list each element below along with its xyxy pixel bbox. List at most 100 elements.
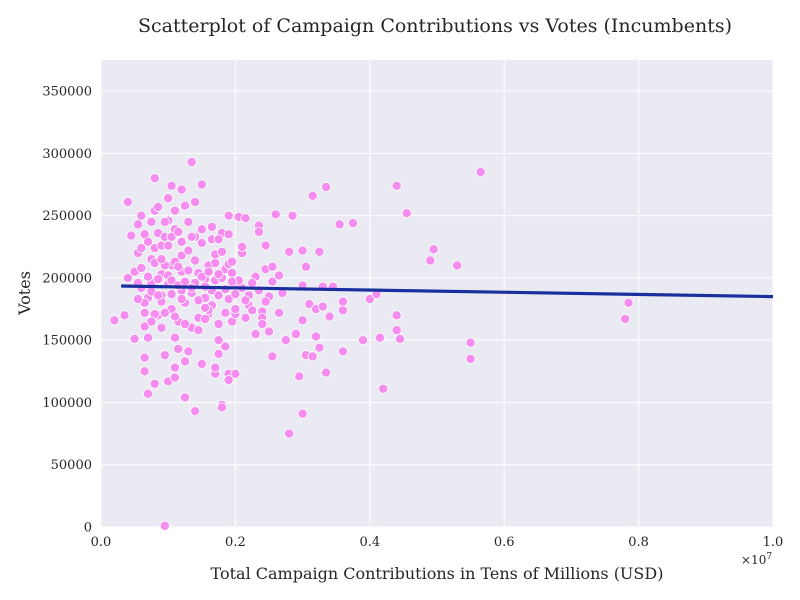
x-axis-label: Total Campaign Contributions in Tens of … — [211, 564, 664, 583]
data-point — [337, 296, 348, 307]
data-point — [475, 167, 486, 178]
data-point — [280, 335, 291, 346]
data-point — [284, 428, 295, 439]
chart-title: Scatterplot of Campaign Contributions vs… — [138, 15, 732, 37]
data-point — [311, 331, 322, 342]
data-point — [465, 337, 476, 348]
data-point — [126, 230, 137, 241]
data-point — [227, 276, 238, 287]
data-point — [317, 301, 328, 312]
data-point — [143, 332, 154, 343]
data-point — [163, 193, 174, 204]
data-point — [159, 307, 170, 318]
data-point — [169, 332, 180, 343]
data-point — [109, 315, 120, 326]
data-point — [452, 260, 463, 271]
y-tick-label: 250000 — [42, 209, 92, 224]
data-point — [304, 299, 315, 310]
data-point — [196, 179, 207, 190]
data-point — [213, 234, 224, 245]
data-point — [143, 388, 154, 399]
data-point — [186, 157, 197, 168]
data-point — [193, 325, 204, 336]
data-point — [620, 314, 631, 325]
data-point — [230, 304, 241, 315]
x-tick-label: 1.0 — [763, 535, 784, 550]
data-point — [253, 226, 264, 237]
data-point — [240, 312, 251, 323]
y-tick-label: 150000 — [42, 334, 92, 349]
data-point — [230, 368, 241, 379]
data-point — [173, 261, 184, 272]
data-point — [307, 190, 318, 201]
data-point — [149, 173, 160, 184]
data-point — [321, 367, 332, 378]
data-point — [122, 272, 133, 283]
x-axis-offset-exponent: 7 — [766, 552, 772, 562]
data-point — [220, 341, 231, 352]
y-tick-label: 200000 — [42, 271, 92, 286]
data-point — [143, 236, 154, 247]
data-point — [378, 383, 389, 394]
data-point — [425, 255, 436, 266]
data-point — [213, 335, 224, 346]
data-point — [395, 333, 406, 344]
data-point — [136, 262, 147, 273]
data-point — [163, 240, 174, 251]
scatter-points — [109, 157, 634, 531]
data-point — [297, 245, 308, 256]
data-point — [200, 314, 211, 325]
data-point — [223, 229, 234, 240]
data-point — [139, 307, 150, 318]
data-point — [428, 244, 439, 255]
data-point — [314, 246, 325, 257]
data-point — [337, 305, 348, 316]
data-point — [374, 332, 385, 343]
data-point — [173, 226, 184, 237]
data-point — [213, 269, 224, 280]
data-point — [196, 238, 207, 249]
x-tick-label: 0.6 — [494, 535, 515, 550]
data-point — [213, 319, 224, 330]
data-point — [169, 362, 180, 373]
data-point — [270, 209, 281, 220]
data-point — [267, 351, 278, 362]
data-point — [169, 311, 180, 322]
data-point — [287, 210, 298, 221]
data-point — [324, 311, 335, 322]
data-point — [223, 375, 234, 386]
data-point — [227, 267, 238, 278]
data-point — [132, 219, 143, 230]
data-point — [169, 205, 180, 216]
trend-line — [121, 284, 774, 299]
data-point — [223, 294, 234, 305]
data-point — [267, 261, 278, 272]
data-point — [156, 322, 167, 333]
data-point — [143, 271, 154, 282]
data-point — [223, 210, 234, 221]
data-point — [196, 358, 207, 369]
data-point — [179, 200, 190, 211]
data-point — [247, 277, 258, 288]
data-point — [146, 216, 157, 227]
data-point — [274, 270, 285, 281]
data-point — [294, 371, 305, 382]
y-tick-labels: 0 50000 100000 150000 200000 250000 300000 3500… — [42, 85, 92, 536]
y-tick-label: 100000 — [42, 396, 92, 411]
data-point — [203, 266, 214, 277]
data-point — [136, 243, 147, 254]
data-point — [166, 180, 177, 191]
data-point — [169, 372, 180, 383]
data-point — [183, 216, 194, 227]
data-point — [347, 218, 358, 229]
x-tick-label: 0.0 — [91, 535, 112, 550]
x-tick-labels: 0.0 0.2 0.4 0.6 0.8 1.0 — [91, 535, 784, 550]
data-point — [267, 276, 278, 287]
data-point — [263, 326, 274, 337]
data-point — [260, 240, 271, 251]
data-point — [213, 348, 224, 359]
data-point — [159, 520, 170, 531]
data-point — [119, 310, 130, 321]
data-point — [186, 231, 197, 242]
